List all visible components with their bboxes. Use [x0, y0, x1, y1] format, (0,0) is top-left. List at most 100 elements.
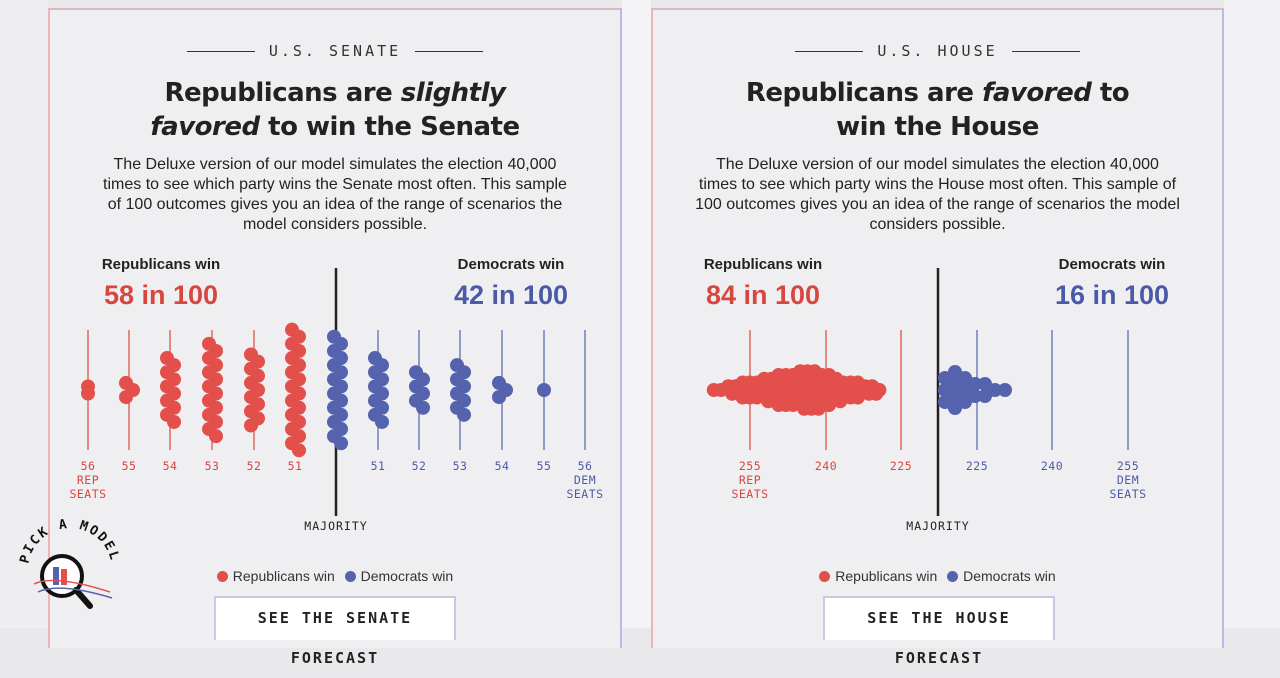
legend-rep-dot: [216, 571, 228, 582]
legend-dem: Democrats win: [344, 568, 454, 584]
dem-win-label: Democrats win: [458, 256, 565, 273]
description-line: times to see which party wins the House …: [698, 176, 1177, 193]
legend-dem-dot: [344, 571, 356, 582]
legend-dem-label: Democrats win: [360, 568, 454, 584]
swoosh-line: [33, 579, 111, 593]
dem-outcome-dot: [416, 400, 430, 415]
divider: [1011, 51, 1080, 52]
rep-win-value: 84 in 100: [706, 280, 820, 310]
x-tick-label: REP: [739, 473, 761, 487]
rep-outcome-dot: [81, 386, 95, 401]
house-panel: U.S. HOUSE Republicans are favored to wi…: [651, 8, 1224, 667]
legend-rep-dot: [819, 571, 831, 582]
dem-outcome-dot: [968, 389, 982, 403]
magnifier-handle-icon: [73, 587, 93, 609]
x-tick-label: 55: [122, 459, 137, 473]
description-line: times to see which party wins the Senate…: [103, 176, 567, 193]
legend-rep-label: Republicans win: [835, 568, 938, 584]
majority-label: MAJORITY: [906, 519, 969, 533]
legend-rep: Republicans win: [216, 568, 335, 584]
x-tick-label: 225: [890, 459, 912, 473]
x-tick-label: SEATS: [566, 487, 603, 501]
legend-dem-label: Democrats win: [963, 568, 1056, 584]
x-tick-label: 52: [247, 459, 262, 473]
rep-outcome-dot: [244, 418, 258, 433]
rep-outcome-dot: [850, 390, 865, 405]
legend-rep: Republicans win: [819, 568, 937, 584]
senate-panel: U.S. SENATE Republicans are slightly fav…: [48, 8, 622, 667]
x-tick-label: 240: [1041, 459, 1063, 473]
x-tick-label: 52: [412, 459, 427, 473]
legend-dem-dot: [947, 571, 959, 582]
divider: [186, 51, 255, 52]
rep-outcome-dot: [167, 414, 181, 429]
headline-text: to: [1091, 78, 1130, 108]
dem-win-value: 42 in 100: [454, 280, 568, 310]
dem-outcome-dot: [375, 414, 389, 429]
senate-headline: Republicans are slightly favored to win …: [50, 76, 620, 144]
senate-description: The Deluxe version of our model simulate…: [50, 155, 620, 235]
headline-text: to win the Senate: [259, 112, 520, 142]
headline-text: Republicans are: [164, 78, 401, 108]
dem-outcome-dot: [334, 436, 348, 451]
x-tick-label: DEM: [1117, 473, 1139, 487]
x-tick-label: 53: [453, 459, 468, 473]
headline-emphasis: slightly: [400, 78, 506, 108]
dem-outcome-dot: [492, 390, 506, 405]
bar-icon: [53, 567, 59, 585]
description-line: of 100 outcomes gives you an idea of the…: [107, 196, 563, 213]
description-line: model considers possible.: [242, 216, 428, 233]
page-gutter: [622, 0, 651, 628]
dem-outcome-dot: [988, 383, 1002, 397]
description-line: The Deluxe version of our model simulate…: [716, 156, 1159, 173]
divider: [795, 51, 864, 52]
rep-outcome-dot: [119, 390, 133, 405]
x-tick-label: 56: [81, 459, 96, 473]
x-tick-label: 255: [1117, 459, 1139, 473]
page-gutter: [0, 0, 48, 628]
rep-win-label: Republicans win: [102, 256, 220, 273]
x-tick-label: SEATS: [1109, 487, 1146, 501]
x-tick-label: 53: [205, 459, 220, 473]
house-eyebrow-text: U.S. HOUSE: [877, 42, 998, 60]
headline-emphasis: favored: [150, 112, 260, 142]
senate-dot-chart: Republicans win 58 in 100 Democrats win 42 …: [69, 256, 603, 533]
dem-outcome-dot: [968, 377, 982, 391]
see-senate-forecast-button[interactable]: SEE THE SENATE FORECAST: [214, 596, 456, 667]
headline-text: win the House: [836, 112, 1039, 142]
rep-outcome-dot: [209, 429, 223, 444]
rep-outcome-dot: [292, 443, 306, 458]
x-tick-label: 55: [537, 459, 552, 473]
headline-text: Republicans are: [745, 78, 983, 108]
house-dot-chart: Republicans win 84 in 100 Democrats win 16 …: [704, 256, 1169, 533]
pick-a-model-badge[interactable]: PICK A MODEL: [14, 512, 126, 624]
description-line: The Deluxe version of our model simulate…: [113, 156, 557, 173]
x-tick-label: 240: [815, 459, 837, 473]
x-tick-label: 54: [163, 459, 178, 473]
page-gutter: [1224, 0, 1280, 628]
see-house-forecast-button[interactable]: SEE THE HOUSE FORECAST: [823, 596, 1055, 667]
description-line: considers possible.: [869, 216, 1006, 233]
rep-outcome-dot: [872, 383, 887, 397]
house-legend: Republicans win Democrats win: [653, 568, 1222, 584]
senate-eyebrow-text: U.S. SENATE: [268, 42, 402, 60]
x-tick-label: SEATS: [69, 487, 106, 501]
description-line: 100 outcomes gives you an idea of the ra…: [695, 196, 1180, 213]
senate-eyebrow: U.S. SENATE: [50, 42, 620, 60]
majority-label: MAJORITY: [304, 519, 367, 533]
x-tick-label: 225: [966, 459, 988, 473]
rep-outcome-dot: [822, 398, 836, 412]
rep-win-label: Republicans win: [704, 256, 822, 273]
bar-icon: [61, 569, 67, 585]
headline-emphasis: favored: [982, 78, 1092, 108]
house-eyebrow: U.S. HOUSE: [653, 42, 1222, 60]
dem-outcome-dot: [457, 407, 471, 422]
legend-rep-label: Republicans win: [232, 568, 335, 584]
x-tick-label: 54: [495, 459, 510, 473]
x-tick-label: 56: [578, 459, 593, 473]
swoosh-line: [37, 587, 113, 599]
senate-legend: Republicans win Democrats win: [50, 568, 620, 584]
divider: [415, 51, 484, 52]
legend-dem: Democrats win: [947, 568, 1056, 584]
dem-outcome-dot: [537, 383, 551, 397]
